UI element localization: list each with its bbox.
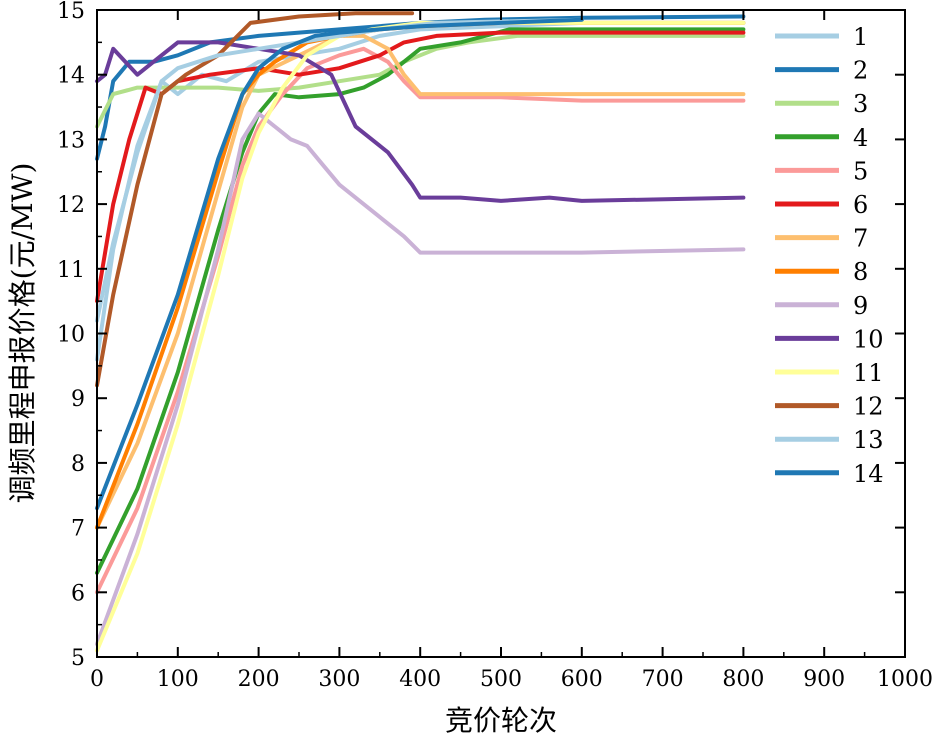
x-tick-label-800: 800 bbox=[722, 667, 764, 692]
x-tick-label-900: 900 bbox=[803, 667, 845, 692]
series-line-3 bbox=[95, 33, 746, 129]
x-tick-label-700: 700 bbox=[642, 667, 684, 692]
series-line-10 bbox=[95, 40, 746, 203]
legend-label-4: 4 bbox=[853, 124, 868, 152]
series-line-14 bbox=[95, 17, 584, 511]
y-tick-label-6: 6 bbox=[71, 581, 85, 606]
x-tick-label-200: 200 bbox=[238, 667, 280, 692]
y-tick-label-9: 9 bbox=[71, 387, 85, 412]
x-tick-label-0: 0 bbox=[90, 667, 104, 692]
x-axis-title: 竞价轮次 bbox=[445, 704, 557, 737]
series-line-4 bbox=[95, 27, 746, 575]
x-tick-label-300: 300 bbox=[318, 667, 360, 692]
y-tick-label-15: 15 bbox=[57, 0, 85, 24]
y-tick-label-7: 7 bbox=[71, 517, 85, 542]
series-line-12 bbox=[95, 11, 415, 388]
x-tick-label-100: 100 bbox=[157, 667, 199, 692]
series-line-13 bbox=[95, 17, 584, 323]
y-tick-label-11: 11 bbox=[57, 258, 85, 283]
y-tick-label-10: 10 bbox=[57, 323, 85, 348]
legend-label-5: 5 bbox=[853, 157, 868, 185]
series-layer bbox=[95, 11, 746, 653]
x-tick-label-1000: 1000 bbox=[877, 667, 933, 692]
legend-label-11: 11 bbox=[853, 359, 884, 387]
legend-label-9: 9 bbox=[853, 292, 868, 320]
series-line-6 bbox=[95, 30, 746, 304]
y-axis-title: 调频里程申报价格(元/MW) bbox=[6, 163, 39, 504]
x-tick-label-600: 600 bbox=[561, 667, 603, 692]
legend-label-14: 14 bbox=[853, 460, 884, 488]
series-line-7 bbox=[95, 33, 746, 530]
y-tick-label-14: 14 bbox=[57, 64, 85, 89]
legend-label-3: 3 bbox=[853, 90, 868, 118]
legend-label-6: 6 bbox=[853, 191, 868, 219]
y-tick-label-5: 5 bbox=[71, 646, 85, 671]
legend-label-8: 8 bbox=[853, 258, 868, 286]
legend-label-12: 12 bbox=[853, 393, 884, 421]
legend-label-10: 10 bbox=[853, 325, 884, 353]
legend-label-7: 7 bbox=[853, 225, 868, 253]
x-tick-label-500: 500 bbox=[480, 667, 522, 692]
legend-label-1: 1 bbox=[853, 23, 868, 51]
legend-label-13: 13 bbox=[853, 426, 884, 454]
y-tick-label-8: 8 bbox=[71, 452, 85, 477]
y-tick-label-13: 13 bbox=[57, 128, 85, 153]
legend-label-2: 2 bbox=[853, 57, 868, 85]
axis-layer: 0 100 200 300 400 500 600 700 800 900 1000 5 6 7 8 9 10 1… bbox=[57, 0, 933, 692]
plot-frame bbox=[96, 9, 906, 658]
x-tick-label-400: 400 bbox=[399, 667, 441, 692]
series-line-9 bbox=[95, 111, 746, 647]
y-tick-label-12: 12 bbox=[57, 193, 85, 218]
